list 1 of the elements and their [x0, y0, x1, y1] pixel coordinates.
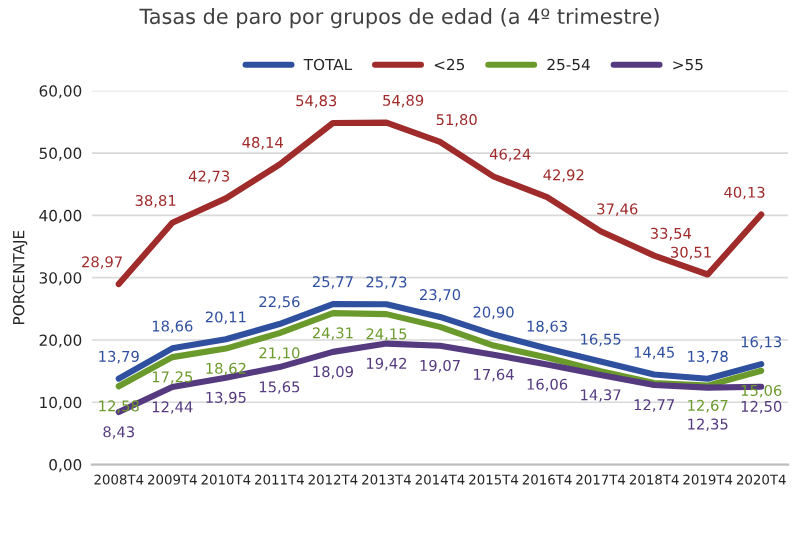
chart-title: Tasas de paro por grupos de edad (a 4º trimestre) [139, 8, 659, 29]
